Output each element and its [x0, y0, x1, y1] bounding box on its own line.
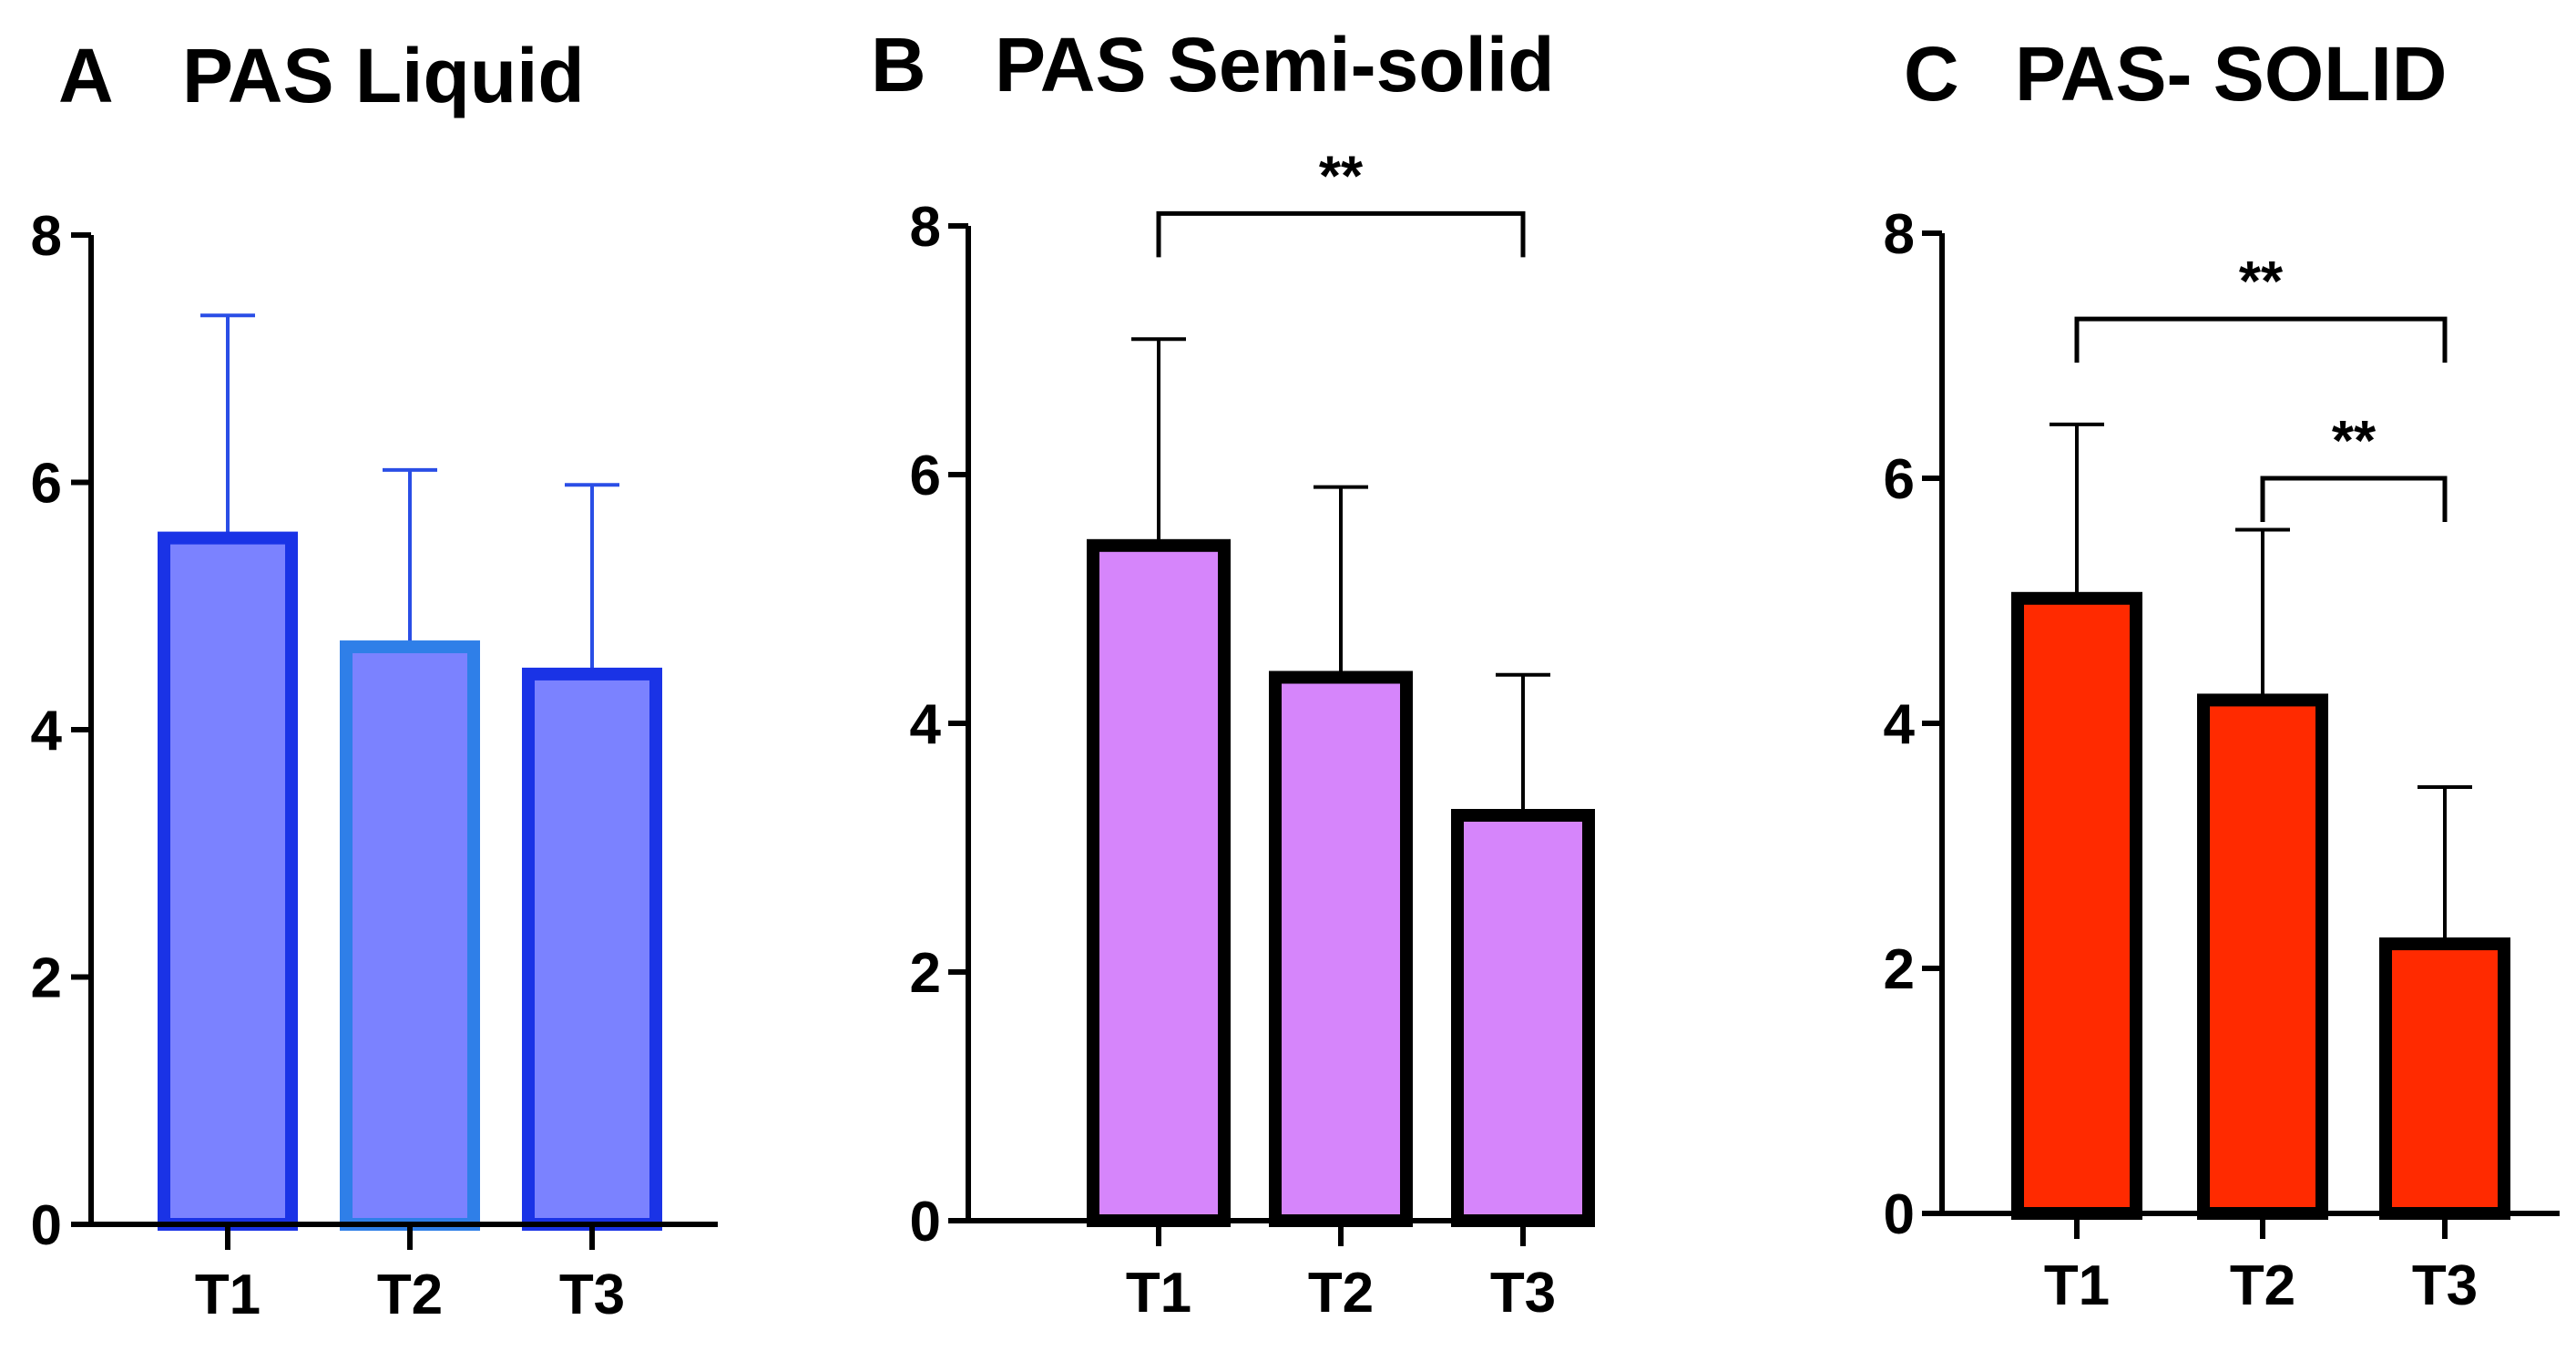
- bar-t1: [1087, 538, 1231, 1227]
- panel-a: A PAS Liquid 0 2 4 6 8 T1 T2 T3: [31, 33, 718, 1326]
- y-tick-label: 0: [1884, 1183, 1915, 1246]
- significance-label: **: [2239, 251, 2284, 313]
- panel-title: PAS Liquid: [182, 33, 585, 118]
- y-tick-label: 2: [910, 942, 941, 1005]
- panel-title: PAS Semi-solid: [995, 22, 1555, 107]
- x-tick-label: T1: [2044, 1254, 2110, 1317]
- y-tick-label: 4: [1884, 693, 1916, 756]
- panel-c: C PAS- SOLID 0 2 4 6 8 T1 T2 T3 ** **: [1884, 31, 2560, 1317]
- x-tick-label: T3: [559, 1264, 625, 1326]
- bar-t1: [158, 531, 298, 1231]
- panel-letter: A: [58, 33, 114, 118]
- panel-letter: C: [1904, 31, 1959, 117]
- y-tick-label: 0: [31, 1194, 62, 1257]
- bar-t3: [1451, 809, 1595, 1227]
- y-tick-label: 6: [910, 445, 941, 507]
- y-tick-label: 8: [31, 205, 62, 268]
- x-tick-label: T2: [377, 1264, 443, 1326]
- x-tick-label: T1: [195, 1264, 261, 1326]
- x-tick-label: T3: [2412, 1254, 2478, 1317]
- x-tick-label: T2: [1308, 1262, 1374, 1325]
- bar-t3: [522, 667, 662, 1231]
- y-tick-label: 8: [910, 196, 941, 259]
- x-tick-label: T2: [2230, 1254, 2295, 1317]
- panel-title: PAS- SOLID: [2015, 31, 2447, 117]
- y-tick-label: 2: [1884, 938, 1915, 1001]
- y-tick-label: 6: [31, 453, 62, 516]
- x-tick-label: T1: [1126, 1262, 1191, 1325]
- panel-b: B PAS Semi-solid 0 2 4 6 8 T1 T2 T3 **: [871, 22, 1595, 1325]
- significance-bracket: [1156, 210, 1526, 258]
- bar-t3: [2379, 937, 2510, 1220]
- bar-t1: [2011, 591, 2142, 1220]
- significance-bracket: [2074, 316, 2448, 363]
- y-tick-label: 8: [1884, 203, 1915, 266]
- bar-t2: [1269, 670, 1413, 1227]
- x-tick-label: T3: [1490, 1262, 1556, 1325]
- significance-label: **: [2332, 410, 2377, 473]
- bar-t2: [340, 640, 480, 1231]
- y-tick-label: 2: [31, 947, 62, 1010]
- y-tick-label: 6: [1884, 448, 1915, 511]
- y-tick-label: 0: [910, 1191, 941, 1254]
- significance-label: **: [1319, 145, 1364, 208]
- panel-letter: B: [871, 22, 926, 107]
- y-tick-label: 4: [31, 700, 63, 762]
- bar-t2: [2197, 693, 2328, 1220]
- significance-bracket: [2260, 476, 2448, 522]
- y-tick-label: 4: [910, 693, 942, 756]
